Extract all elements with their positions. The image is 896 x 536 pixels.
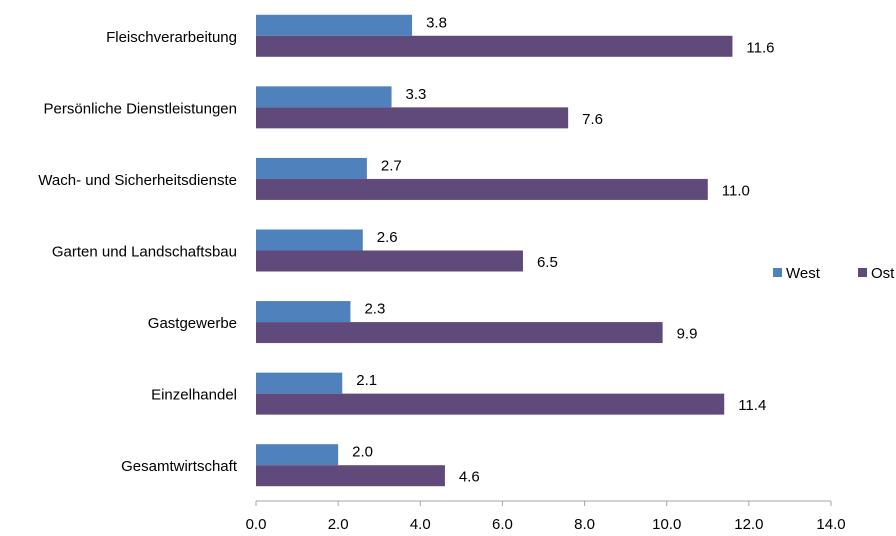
y-tick-label: Garten und Landschaftsbau	[52, 243, 237, 260]
bar	[256, 301, 351, 323]
legend-swatch	[773, 268, 782, 277]
x-tick-label: 12.0	[734, 516, 763, 533]
bar	[256, 229, 363, 251]
value-label: 2.3	[364, 301, 385, 318]
bar	[256, 322, 663, 344]
x-tick-label: 14.0	[816, 516, 845, 533]
bar	[256, 35, 733, 57]
value-label: 2.7	[381, 157, 402, 174]
x-tick-label: 0.0	[246, 516, 267, 533]
y-tick-label: Gesamtwirtschaft	[121, 458, 238, 475]
value-label: 9.9	[677, 326, 698, 343]
bar	[256, 393, 725, 415]
bar	[256, 372, 343, 394]
bar	[256, 14, 413, 36]
value-label: 2.0	[352, 444, 373, 461]
value-label: 2.1	[356, 372, 377, 389]
legend-label: West	[786, 265, 821, 282]
bar	[256, 465, 445, 487]
y-tick-label: Fleischverarbeitung	[106, 29, 237, 46]
value-label: 11.6	[746, 39, 774, 56]
bar	[256, 157, 367, 179]
y-tick-label: Persönliche Dienstleistungen	[44, 100, 237, 117]
value-label: 4.6	[459, 469, 480, 486]
legend-swatch	[858, 268, 867, 277]
value-label: 11.0	[722, 182, 750, 199]
value-label: 2.6	[377, 229, 398, 246]
y-tick-label: Einzelhandel	[151, 387, 237, 404]
y-tick-label: Wach- und Sicherheitsdienste	[38, 172, 237, 189]
x-tick-label: 6.0	[492, 516, 513, 533]
bar	[256, 86, 392, 108]
x-tick-label: 4.0	[410, 516, 431, 533]
bar	[256, 250, 523, 272]
bar	[256, 178, 708, 200]
x-tick-label: 8.0	[574, 516, 595, 533]
x-tick-label: 2.0	[328, 516, 349, 533]
legend-label: Ost	[871, 265, 895, 282]
value-label: 3.8	[426, 14, 447, 31]
value-label: 11.4	[738, 397, 766, 414]
y-tick-label: Gastgewerbe	[148, 315, 237, 332]
x-tick-label: 10.0	[652, 516, 681, 533]
bar	[256, 444, 339, 466]
bar	[256, 107, 569, 129]
value-label: 6.5	[537, 254, 558, 271]
value-label: 7.6	[582, 111, 603, 128]
value-label: 3.3	[406, 86, 427, 103]
